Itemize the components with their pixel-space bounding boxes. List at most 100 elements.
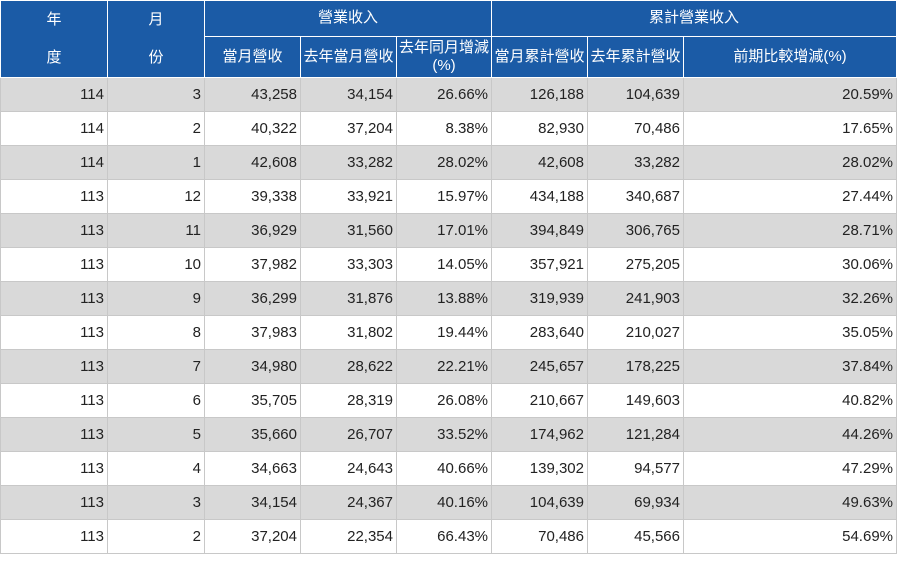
header-month-char-2: 份 — [148, 49, 164, 66]
cell-month-revenue: 37,204 — [204, 519, 301, 554]
header-cumulative-revenue: 當月累計營收 — [491, 35, 588, 79]
cell-last-year-cumulative: 69,934 — [587, 485, 684, 520]
cell-yoy-change: 22.21% — [396, 349, 492, 384]
cell-cumulative-revenue: 104,639 — [491, 485, 588, 520]
cell-year: 113 — [0, 281, 108, 316]
cell-cumulative-revenue: 139,302 — [491, 451, 588, 486]
cell-year: 114 — [0, 111, 108, 146]
cell-cumulative-change: 17.65% — [683, 111, 897, 146]
cell-month-revenue: 35,660 — [204, 417, 301, 452]
cell-cumulative-change: 35.05% — [683, 315, 897, 350]
cell-cumulative-change: 40.82% — [683, 383, 897, 418]
cell-last-year-cumulative: 241,903 — [587, 281, 684, 316]
cell-last-year-cumulative: 33,282 — [587, 145, 684, 180]
cell-month: 9 — [107, 281, 205, 316]
cell-year: 113 — [0, 417, 108, 452]
table-row: 113 9 36,299 31,876 13.88% 319,939 241,903 32.2… — [0, 281, 897, 316]
cell-cumulative-revenue: 70,486 — [491, 519, 588, 554]
cell-year: 113 — [0, 519, 108, 554]
cell-month-revenue: 43,258 — [204, 77, 301, 112]
table-row: 113 10 37,982 33,303 14.05% 357,921 275,205 30.… — [0, 247, 897, 282]
header-year-char-1: 年 — [46, 11, 62, 28]
cell-month: 8 — [107, 315, 205, 350]
cell-month-revenue: 34,980 — [204, 349, 301, 384]
table-row: 113 12 39,338 33,921 15.97% 434,188 340,687 27.… — [0, 179, 897, 214]
cell-month: 3 — [107, 485, 205, 520]
cell-month: 11 — [107, 213, 205, 248]
table-row: 113 6 35,705 28,319 26.08% 210,667 149,603 40.8… — [0, 383, 897, 418]
cell-cumulative-revenue: 245,657 — [491, 349, 588, 384]
header-last-year-cumulative-revenue: 去年累計營收 — [587, 35, 684, 79]
cell-cumulative-change: 30.06% — [683, 247, 897, 282]
cell-yoy-change: 13.88% — [396, 281, 492, 316]
cell-yoy-change: 19.44% — [396, 315, 492, 350]
cell-month: 4 — [107, 451, 205, 486]
header-group-cumulative-revenue: 累計營業收入 — [491, 0, 897, 37]
cell-month-revenue: 36,929 — [204, 213, 301, 248]
table-row: 113 11 36,929 31,560 17.01% 394,849 306,765 28.… — [0, 213, 897, 248]
cell-cumulative-change: 44.26% — [683, 417, 897, 452]
cell-month: 1 — [107, 145, 205, 180]
cell-year: 113 — [0, 213, 108, 248]
cell-last-year-month-revenue: 24,367 — [300, 485, 397, 520]
cell-month-revenue: 42,608 — [204, 145, 301, 180]
cell-last-year-month-revenue: 28,622 — [300, 349, 397, 384]
header-row-groups: 年 度 月 份 營業收入 累計營業收入 — [0, 0, 897, 78]
cell-cumulative-revenue: 210,667 — [491, 383, 588, 418]
table-row: 113 8 37,983 31,802 19.44% 283,640 210,027 35.0… — [0, 315, 897, 350]
cell-month: 5 — [107, 417, 205, 452]
header-month: 月 份 — [107, 0, 205, 78]
header-last-year-month-revenue: 去年當月營收 — [300, 35, 397, 79]
cell-year: 113 — [0, 179, 108, 214]
cell-month: 10 — [107, 247, 205, 282]
cell-year: 113 — [0, 247, 108, 282]
table-row: 114 1 42,608 33,282 28.02% 42,608 33,282 28.02% — [0, 145, 897, 180]
cell-last-year-cumulative: 275,205 — [587, 247, 684, 282]
cell-cumulative-revenue: 174,962 — [491, 417, 588, 452]
cell-last-year-month-revenue: 22,354 — [300, 519, 397, 554]
table-row: 114 3 43,258 34,154 26.66% 126,188 104,639 20.5… — [0, 77, 897, 112]
cell-month: 6 — [107, 383, 205, 418]
cell-month-revenue: 39,338 — [204, 179, 301, 214]
table-header: 年 度 月 份 營業收入 累計營業收入 當月營收 去年當月營收 去年同月增減(%… — [0, 0, 897, 79]
cell-yoy-change: 17.01% — [396, 213, 492, 248]
cell-month: 7 — [107, 349, 205, 384]
cell-last-year-cumulative: 306,765 — [587, 213, 684, 248]
cell-year: 113 — [0, 383, 108, 418]
cell-month-revenue: 35,705 — [204, 383, 301, 418]
cell-year: 113 — [0, 451, 108, 486]
cell-last-year-cumulative: 94,577 — [587, 451, 684, 486]
cell-yoy-change: 26.08% — [396, 383, 492, 418]
cell-month-revenue: 36,299 — [204, 281, 301, 316]
cell-year: 114 — [0, 77, 108, 112]
cell-last-year-month-revenue: 33,921 — [300, 179, 397, 214]
table-row: 113 5 35,660 26,707 33.52% 174,962 121,284 44.2… — [0, 417, 897, 452]
cell-month: 2 — [107, 111, 205, 146]
cell-yoy-change: 40.16% — [396, 485, 492, 520]
cell-cumulative-revenue: 319,939 — [491, 281, 588, 316]
cell-last-year-month-revenue: 28,319 — [300, 383, 397, 418]
cell-last-year-cumulative: 45,566 — [587, 519, 684, 554]
cell-cumulative-revenue: 394,849 — [491, 213, 588, 248]
header-year-char-2: 度 — [46, 49, 62, 66]
cell-yoy-change: 8.38% — [396, 111, 492, 146]
cell-last-year-cumulative: 149,603 — [587, 383, 684, 418]
cell-cumulative-change: 28.71% — [683, 213, 897, 248]
cell-cumulative-revenue: 434,188 — [491, 179, 588, 214]
cell-last-year-month-revenue: 31,802 — [300, 315, 397, 350]
cell-last-year-month-revenue: 33,282 — [300, 145, 397, 180]
cell-cumulative-change: 54.69% — [683, 519, 897, 554]
cell-cumulative-change: 32.26% — [683, 281, 897, 316]
cell-last-year-month-revenue: 31,560 — [300, 213, 397, 248]
cell-cumulative-change: 28.02% — [683, 145, 897, 180]
cell-cumulative-revenue: 42,608 — [491, 145, 588, 180]
header-cumulative-change: 前期比較增減(%) — [683, 35, 897, 79]
table-body: 114 3 43,258 34,154 26.66% 126,188 104,639 20.5… — [0, 77, 897, 554]
cell-last-year-cumulative: 121,284 — [587, 417, 684, 452]
cell-month-revenue: 37,982 — [204, 247, 301, 282]
cell-last-year-month-revenue: 24,643 — [300, 451, 397, 486]
cell-year: 113 — [0, 485, 108, 520]
table-row: 113 4 34,663 24,643 40.66% 139,302 94,577 47.29… — [0, 451, 897, 486]
cell-yoy-change: 15.97% — [396, 179, 492, 214]
cell-yoy-change: 14.05% — [396, 247, 492, 282]
